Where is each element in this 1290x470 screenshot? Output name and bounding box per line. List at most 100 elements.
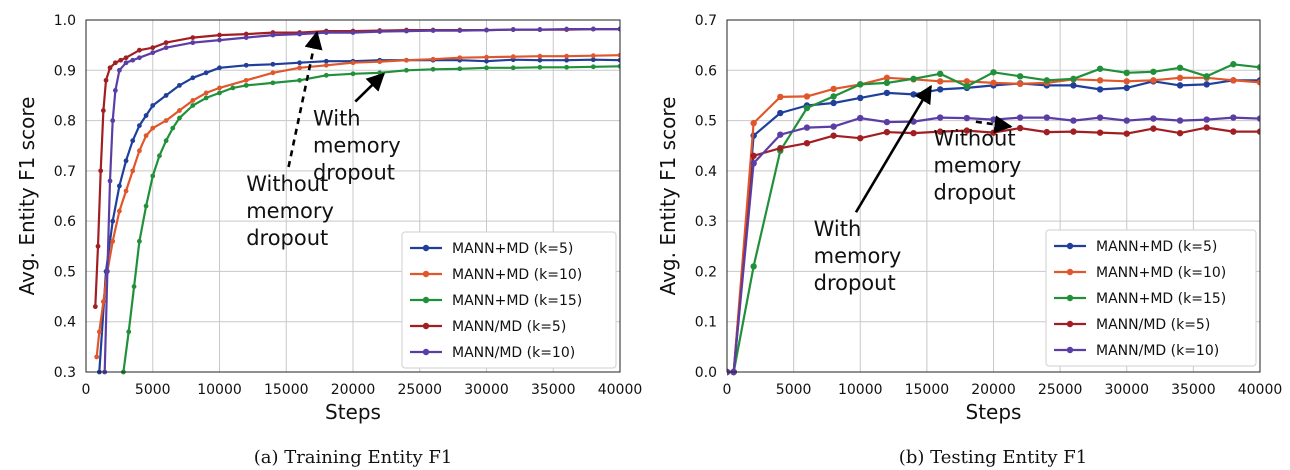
data-point xyxy=(1256,64,1260,71)
figure-caption: (b) Testing Entity F1 xyxy=(899,447,1087,468)
data-point xyxy=(203,95,209,101)
data-point xyxy=(323,62,329,68)
data-point xyxy=(1096,129,1104,136)
data-point xyxy=(243,77,249,83)
data-point xyxy=(1256,79,1260,86)
x-tick-label: 5000 xyxy=(135,382,171,398)
series-line-5 xyxy=(103,28,620,373)
data-point xyxy=(1123,78,1130,85)
x-tick-label: 25000 xyxy=(397,382,442,398)
data-point xyxy=(217,37,222,43)
data-point xyxy=(1043,128,1051,136)
data-point xyxy=(990,116,997,123)
data-point xyxy=(157,153,162,159)
data-point xyxy=(1256,128,1260,135)
data-point xyxy=(130,57,136,63)
y-tick-label: 0.2 xyxy=(695,264,717,280)
data-point xyxy=(617,57,620,63)
data-point xyxy=(170,125,176,131)
data-point xyxy=(297,31,302,37)
legend-marker xyxy=(422,296,430,304)
data-point xyxy=(990,79,997,87)
data-point xyxy=(937,114,944,121)
data-point xyxy=(1016,73,1024,80)
data-point xyxy=(1123,84,1130,92)
y-tick-label: 0.6 xyxy=(54,214,76,230)
annotation-text-2: With memory dropout xyxy=(313,107,401,185)
data-point xyxy=(143,133,149,139)
data-point xyxy=(297,60,302,66)
data-point xyxy=(590,53,596,59)
y-tick-label: 0.7 xyxy=(695,13,717,29)
data-point xyxy=(1203,124,1210,131)
x-tick-label: 0 xyxy=(82,382,91,398)
data-point xyxy=(564,53,569,59)
data-point xyxy=(123,158,129,164)
y-tick-label: 0.5 xyxy=(695,114,717,130)
data-point xyxy=(564,64,569,70)
figure-caption: (a) Training Entity F1 xyxy=(254,447,453,468)
x-tick-label: 30000 xyxy=(464,382,509,398)
data-point xyxy=(163,138,169,144)
data-point xyxy=(243,31,249,37)
data-point xyxy=(937,86,944,93)
data-point xyxy=(112,88,118,93)
data-point xyxy=(116,183,122,189)
data-point xyxy=(404,67,409,73)
data-point xyxy=(510,27,516,32)
x-tick-label: 15000 xyxy=(905,382,950,398)
data-point xyxy=(103,77,109,83)
data-point xyxy=(1096,114,1104,121)
data-point xyxy=(1203,73,1210,80)
data-point xyxy=(1150,115,1157,122)
data-point xyxy=(323,58,329,64)
data-point xyxy=(1016,80,1024,88)
data-point xyxy=(883,89,891,97)
data-point xyxy=(116,208,122,214)
data-point xyxy=(1123,130,1130,137)
data-point xyxy=(1176,117,1184,124)
x-tick-label: 40000 xyxy=(1238,382,1283,398)
data-point xyxy=(217,65,222,71)
legend-label: MANN+MD (k=10) xyxy=(1096,265,1226,281)
y-tick-label: 0.3 xyxy=(54,365,76,381)
legend-label: MANN+MD (k=15) xyxy=(1096,291,1226,307)
legend-marker xyxy=(1066,242,1074,250)
x-tick-label: 5000 xyxy=(776,382,812,398)
data-point xyxy=(243,82,249,88)
x-tick-label: 20000 xyxy=(971,382,1016,398)
data-point xyxy=(1070,82,1077,89)
data-point xyxy=(537,64,543,70)
x-tick-label: 25000 xyxy=(1038,382,1083,398)
data-point xyxy=(98,168,104,174)
data-point xyxy=(297,65,302,71)
data-point xyxy=(1176,64,1184,71)
data-point xyxy=(750,263,757,270)
annotation-text-2: Without memory dropout xyxy=(934,127,1022,205)
series-group xyxy=(727,61,1260,376)
data-point xyxy=(883,128,891,136)
data-point xyxy=(94,354,100,360)
data-point xyxy=(963,78,971,85)
data-point xyxy=(377,29,383,34)
legend-label: MANN+MD (k=15) xyxy=(452,293,582,309)
chart-panel-1: 0 5000 10000 15000 20000 25000 30000 35000 40000… xyxy=(15,13,642,468)
y-tick-label: 0.7 xyxy=(54,164,76,180)
data-point xyxy=(1096,65,1104,72)
data-point xyxy=(1043,77,1051,84)
data-point xyxy=(963,83,971,90)
data-point xyxy=(803,140,811,147)
x-tick-label: 40000 xyxy=(598,382,643,398)
data-point xyxy=(617,26,620,32)
series-group xyxy=(92,26,620,375)
data-point xyxy=(1123,69,1130,77)
legend-marker xyxy=(1066,320,1074,328)
data-point xyxy=(590,26,596,32)
data-point xyxy=(457,55,463,61)
x-axis-label: Steps xyxy=(325,400,381,424)
data-point xyxy=(963,114,971,122)
data-point xyxy=(430,56,436,62)
data-point xyxy=(137,55,142,61)
data-point xyxy=(430,66,436,72)
